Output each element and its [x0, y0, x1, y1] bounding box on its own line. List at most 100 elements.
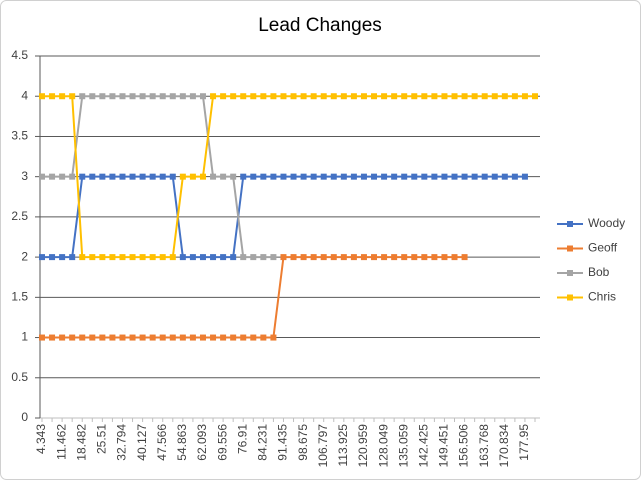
x-tick-label: 4.343: [34, 424, 48, 454]
marker: [310, 254, 317, 261]
marker: [270, 334, 277, 341]
marker: [240, 173, 247, 180]
marker: [69, 173, 76, 180]
x-tick-label: 47.566: [155, 424, 169, 461]
marker: [250, 254, 257, 261]
marker: [461, 254, 468, 261]
marker: [149, 173, 156, 180]
legend-label: Woody: [588, 216, 625, 230]
x-tick-label: 62.093: [195, 424, 209, 461]
marker: [441, 173, 448, 180]
marker: [371, 93, 378, 100]
marker: [189, 93, 196, 100]
marker: [350, 254, 357, 261]
marker: [320, 173, 327, 180]
series-line: [42, 95, 274, 259]
marker: [49, 334, 56, 341]
marker: [149, 93, 156, 100]
marker: [250, 93, 257, 100]
marker: [461, 173, 468, 180]
marker: [59, 173, 66, 180]
marker: [340, 93, 347, 100]
marker: [501, 93, 508, 100]
marker: [39, 334, 45, 341]
marker: [481, 173, 488, 180]
marker: [109, 254, 116, 261]
marker: [381, 173, 388, 180]
x-tick-label: 177.95: [517, 424, 531, 461]
marker: [39, 173, 45, 180]
y-tick-label: 0: [21, 410, 28, 424]
y-tick-label: 0.5: [11, 370, 28, 384]
marker: [310, 173, 317, 180]
marker: [179, 93, 186, 100]
marker: [290, 173, 297, 180]
marker: [139, 334, 146, 341]
x-tick-label: 128.049: [376, 424, 390, 468]
marker: [320, 254, 327, 261]
marker: [280, 93, 287, 100]
marker: [169, 254, 176, 261]
marker: [340, 173, 347, 180]
marker: [199, 254, 206, 261]
y-tick-label: 2.5: [11, 209, 28, 223]
marker: [451, 93, 458, 100]
marker: [210, 254, 217, 261]
marker: [290, 254, 297, 261]
x-tick-label: 54.863: [175, 424, 189, 461]
marker: [49, 254, 56, 261]
marker: [169, 173, 176, 180]
marker: [270, 254, 277, 261]
marker: [240, 334, 247, 341]
marker: [139, 254, 146, 261]
x-tick-label: 142.425: [416, 424, 430, 468]
x-tick-label: 40.127: [135, 424, 149, 461]
marker: [79, 334, 86, 341]
marker: [441, 93, 448, 100]
marker: [220, 334, 227, 341]
marker: [411, 254, 418, 261]
marker: [199, 334, 206, 341]
marker: [59, 254, 66, 261]
y-tick-label: 3: [21, 169, 28, 183]
marker: [39, 93, 45, 100]
x-tick-label: 163.768: [477, 424, 491, 468]
marker: [230, 334, 237, 341]
marker: [39, 254, 45, 261]
marker: [179, 334, 186, 341]
marker: [119, 334, 126, 341]
y-tick-label: 1: [21, 330, 28, 344]
marker: [99, 93, 106, 100]
marker: [350, 93, 357, 100]
marker: [240, 93, 247, 100]
marker: [230, 254, 237, 261]
x-tick-label: 106.797: [316, 424, 330, 468]
marker: [199, 93, 206, 100]
x-tick-label: 84.231: [256, 424, 270, 461]
marker: [270, 93, 277, 100]
marker: [441, 254, 448, 261]
x-tick-label: 156.506: [457, 424, 471, 468]
marker: [189, 173, 196, 180]
marker: [109, 93, 116, 100]
marker: [109, 334, 116, 341]
marker: [330, 93, 337, 100]
legend-marker: [567, 221, 573, 227]
marker: [391, 254, 398, 261]
marker: [260, 334, 267, 341]
marker: [330, 173, 337, 180]
marker: [69, 93, 76, 100]
marker: [521, 173, 528, 180]
x-tick-label: 18.482: [74, 424, 88, 461]
marker: [240, 254, 247, 261]
x-tick-label: 32.794: [115, 424, 129, 461]
marker: [431, 173, 438, 180]
marker: [300, 173, 307, 180]
marker: [250, 334, 257, 341]
y-tick-label: 4: [21, 88, 28, 102]
marker: [421, 93, 428, 100]
marker: [69, 334, 76, 341]
legend-marker: [567, 245, 573, 252]
marker: [210, 93, 217, 100]
